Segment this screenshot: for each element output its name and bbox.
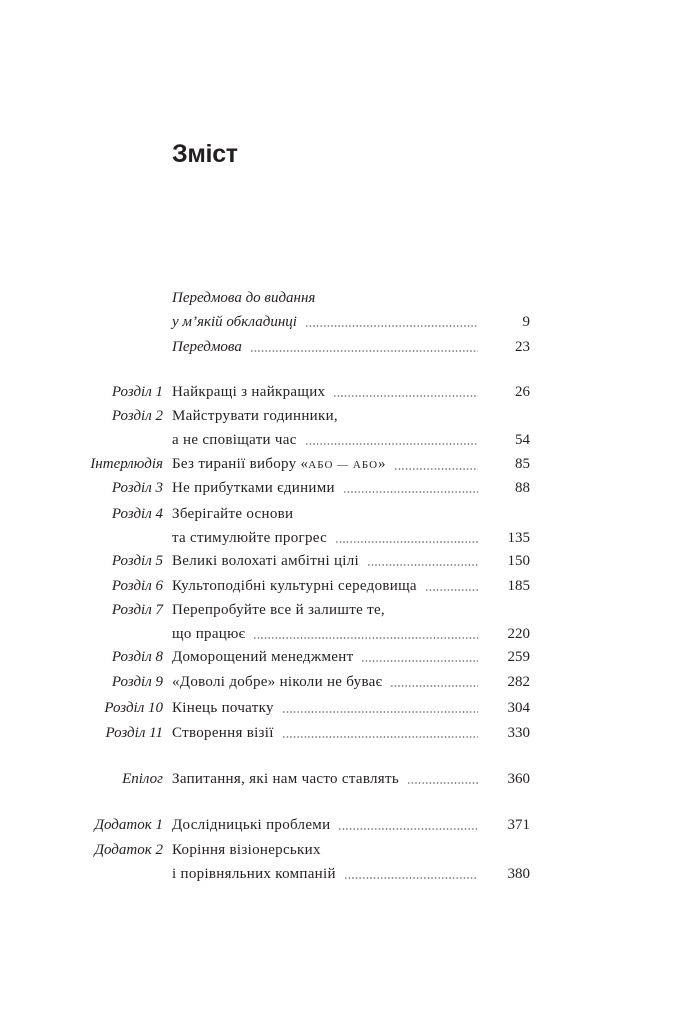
toc-entry-title-line: Найкращі з найкращих bbox=[172, 382, 478, 402]
toc-entry-page-number: 304 bbox=[507, 700, 531, 716]
toc-entry-page-number: 135 bbox=[507, 530, 531, 546]
toc-entry-page-number: 380 bbox=[507, 866, 531, 882]
toc-entry-title-text: у м’якій обкладинці bbox=[172, 314, 297, 330]
dot-leader bbox=[393, 468, 478, 470]
toc-entry-label: Розділ 3 bbox=[111, 480, 163, 496]
dot-leader bbox=[342, 491, 478, 493]
toc-entry-title-line: Передмова bbox=[172, 337, 478, 357]
dot-leader bbox=[253, 637, 478, 639]
toc-entry-title-text: Перепробуйте все й залиште те, bbox=[172, 602, 385, 618]
toc-entry-title-line: а не сповіщати час bbox=[172, 430, 478, 450]
toc-entry-title-text: «Доволі добре» ніколи не буває bbox=[172, 674, 383, 690]
toc-entry-page-number: 371 bbox=[507, 817, 531, 833]
dot-leader bbox=[304, 325, 478, 327]
toc-entry-page-number: 54 bbox=[515, 432, 530, 448]
toc-entry-title-line: і порівняльних компаній bbox=[172, 864, 478, 884]
toc-entry-title-text: Найкращі з найкращих bbox=[172, 384, 326, 400]
toc-entry-label: Розділ 9 bbox=[111, 674, 163, 690]
toc-entry-title-text: Створення візії bbox=[172, 725, 274, 741]
toc-entry-page-number: 9 bbox=[522, 314, 531, 330]
toc-entry-title-text: Дослідницькі проблеми bbox=[172, 817, 331, 833]
dot-leader bbox=[361, 660, 478, 662]
toc-entry-page-number: 23 bbox=[515, 339, 530, 355]
dot-leader bbox=[281, 711, 478, 713]
toc-entry-title-text: Передмова bbox=[172, 339, 242, 355]
dot-leader bbox=[338, 828, 478, 830]
toc-entry-title-line: Майструвати годинники, bbox=[172, 406, 478, 426]
dot-leader bbox=[407, 782, 478, 784]
toc-entry-title-line: Передмова до видання bbox=[172, 288, 478, 308]
dot-leader bbox=[335, 541, 478, 543]
toc-entry-label: Розділ 11 bbox=[105, 725, 163, 741]
toc-entry-title-text: Передмова до видання bbox=[172, 290, 316, 306]
toc-entry-page-number: 85 bbox=[515, 456, 530, 472]
toc-entry-page-number: 360 bbox=[507, 771, 531, 787]
dot-leader bbox=[343, 877, 478, 879]
toc-entry-label: Розділ 4 bbox=[111, 506, 163, 522]
toc-entry-title-text: і порівняльних компаній bbox=[172, 866, 336, 882]
dot-leader bbox=[390, 685, 478, 687]
toc-entry-title-line: Кінець початку bbox=[172, 698, 478, 718]
toc-entry-title-line: та стимулюйте прогрес bbox=[172, 528, 478, 548]
toc-entry-title-line: у м’якій обкладинці bbox=[172, 312, 478, 332]
toc-entry-title-text: Кінець початку bbox=[172, 700, 274, 716]
toc-entry-page-number: 26 bbox=[515, 384, 530, 400]
toc-entry-title-line: Не прибутками єдиними bbox=[172, 478, 478, 498]
page-title: Зміст bbox=[172, 140, 238, 168]
toc-entry-title-line: що працює bbox=[172, 624, 478, 644]
toc-entry-title-line: Доморощений менеджмент bbox=[172, 647, 478, 667]
toc-entry-title-text: Зберігайте основи bbox=[172, 506, 294, 522]
toc-entry-title-line: Великі волохаті амбітні цілі bbox=[172, 551, 478, 571]
toc-entry-label: Розділ 8 bbox=[111, 649, 163, 665]
toc-entry-title-text: Великі волохаті амбітні цілі bbox=[172, 553, 360, 569]
toc-entry-title-line: Зберігайте основи bbox=[172, 504, 478, 524]
toc-entry-label: Розділ 6 bbox=[111, 578, 163, 594]
toc-entry-page-number: 220 bbox=[507, 626, 531, 642]
toc-entry-title-line: «Доволі добре» ніколи не буває bbox=[172, 672, 478, 692]
toc-entry-label: Додаток 1 bbox=[94, 817, 163, 833]
toc-entry-page-number: 150 bbox=[507, 553, 531, 569]
toc-entry-title-line: Без тиранії вибору «АБО — АБО» bbox=[172, 454, 478, 475]
toc-entry-label: Додаток 2 bbox=[94, 842, 163, 858]
toc-entry-title-text: а не сповіщати час bbox=[172, 432, 297, 448]
toc-entry-title-text: Культоподібні культурні середовища bbox=[172, 578, 417, 594]
toc-entry-title-line: Коріння візіонерських bbox=[172, 840, 478, 860]
toc-entry-title-line: Дослідницькі проблеми bbox=[172, 815, 478, 835]
toc-entry-title-text: Не прибутками єдиними bbox=[172, 480, 335, 496]
toc-entry-label: Інтерлюдія bbox=[90, 456, 163, 472]
toc-entry-page-number: 185 bbox=[507, 578, 531, 594]
toc-entry-page-number: 282 bbox=[507, 674, 531, 690]
toc-entry-page-number: 330 bbox=[507, 725, 531, 741]
toc-entry-title-text: Без тиранії вибору «АБО — АБО» bbox=[172, 456, 386, 472]
dot-leader bbox=[281, 736, 478, 738]
toc-entry-label: Розділ 1 bbox=[111, 384, 163, 400]
toc-entry-title-line: Культоподібні культурні середовища bbox=[172, 576, 478, 596]
toc-entry-title-text: та стимулюйте прогрес bbox=[172, 530, 328, 546]
dot-leader bbox=[249, 350, 478, 352]
dot-leader bbox=[367, 564, 478, 566]
toc-entry-label: Розділ 5 bbox=[111, 553, 163, 569]
toc-entry-title-line: Перепробуйте все й залиште те, bbox=[172, 600, 478, 620]
toc-entry-label: Розділ 7 bbox=[111, 602, 163, 618]
toc-entry-title-text: Майструвати годинники, bbox=[172, 408, 338, 424]
dot-leader bbox=[304, 443, 478, 445]
toc-entry-title-text: Запитання, які нам часто ставлять bbox=[172, 771, 399, 787]
toc-entry-title-text: що працює bbox=[172, 626, 246, 642]
toc-entry-title-text: Коріння візіонерських bbox=[172, 842, 321, 858]
dot-leader bbox=[424, 589, 478, 591]
toc-entry-page-number: 88 bbox=[515, 480, 530, 496]
toc-entry-label: Епілог bbox=[122, 771, 163, 787]
toc-entry-title-text: Доморощений менеджмент bbox=[172, 649, 354, 665]
dot-leader bbox=[333, 395, 478, 397]
toc-entry-title-line: Створення візії bbox=[172, 723, 478, 743]
toc-entry-label: Розділ 10 bbox=[104, 700, 163, 716]
toc-entry-page-number: 259 bbox=[507, 649, 531, 665]
toc-entry-title-line: Запитання, які нам часто ставлять bbox=[172, 769, 478, 789]
toc-entry-label: Розділ 2 bbox=[111, 408, 163, 424]
